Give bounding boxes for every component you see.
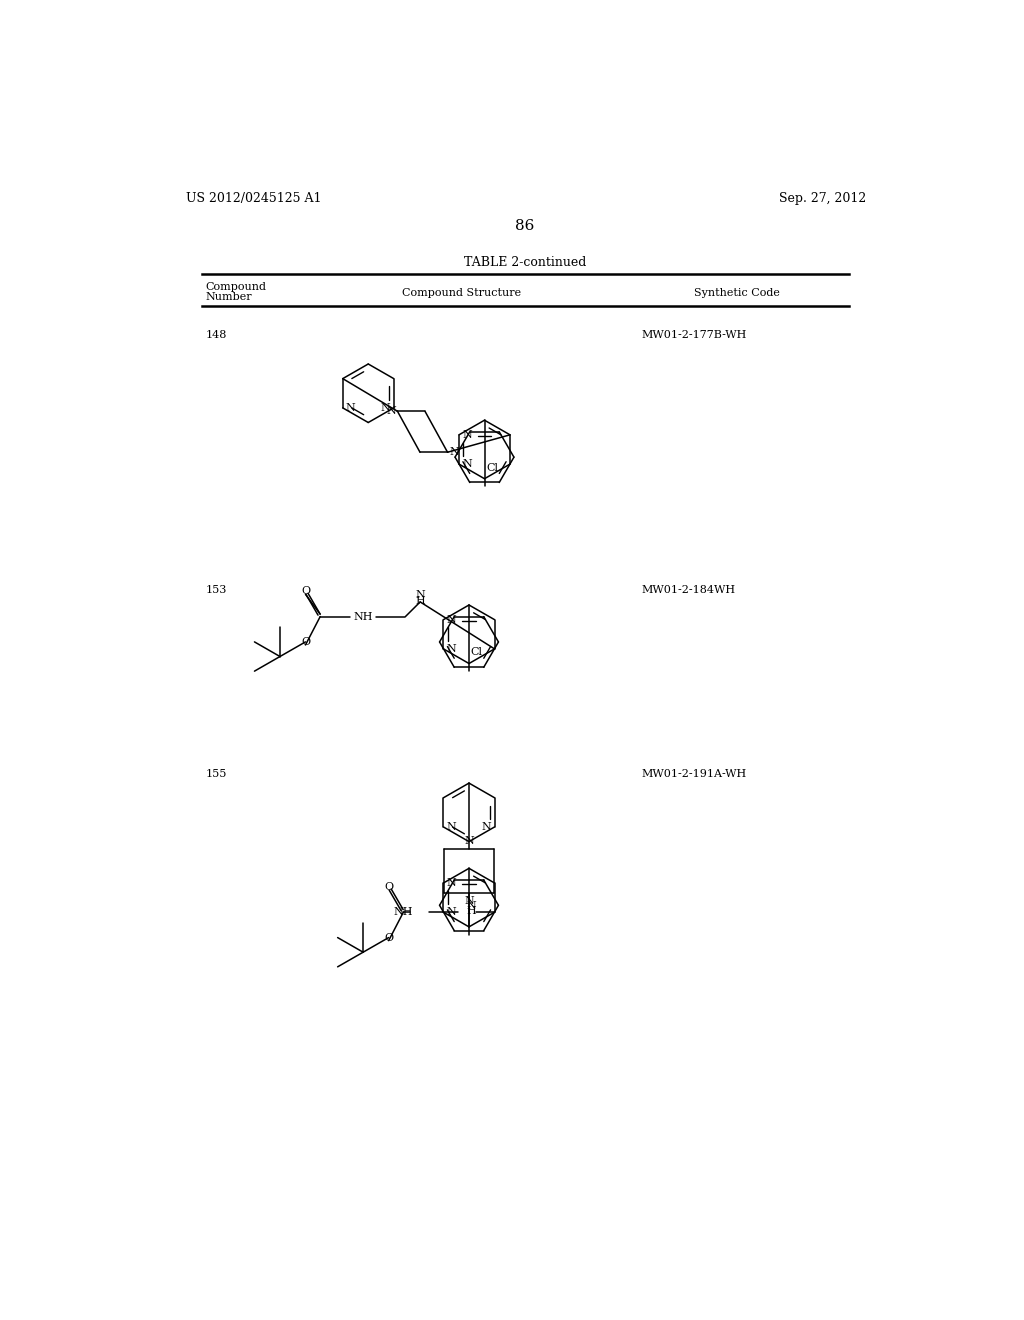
Text: O: O (384, 882, 393, 892)
Text: 153: 153 (206, 585, 227, 594)
Text: NH: NH (394, 907, 414, 917)
Text: US 2012/0245125 A1: US 2012/0245125 A1 (186, 191, 322, 205)
Text: N: N (464, 896, 474, 907)
Text: N: N (481, 822, 492, 832)
Text: MW01-2-184WH: MW01-2-184WH (642, 585, 736, 594)
Text: H: H (416, 595, 425, 606)
Text: N: N (381, 403, 390, 413)
Text: N: N (467, 900, 476, 911)
Text: O: O (384, 932, 393, 942)
Text: N: N (446, 878, 457, 888)
Text: Compound Structure: Compound Structure (401, 288, 521, 298)
Text: N: N (386, 407, 396, 416)
Text: N: N (462, 459, 472, 469)
Text: N: N (446, 615, 457, 624)
Text: O: O (301, 586, 310, 597)
Text: N: N (462, 430, 472, 440)
Text: 155: 155 (206, 770, 227, 779)
Text: MW01-2-191A-WH: MW01-2-191A-WH (642, 770, 748, 779)
Text: Compound: Compound (206, 282, 266, 292)
Text: N: N (464, 837, 474, 846)
Text: Synthetic Code: Synthetic Code (693, 288, 779, 298)
Text: N: N (446, 907, 457, 917)
Text: 86: 86 (515, 219, 535, 234)
Text: N: N (446, 822, 457, 832)
Text: 148: 148 (206, 330, 227, 341)
Text: H: H (467, 906, 476, 916)
Text: Number: Number (206, 292, 252, 302)
Text: Cl: Cl (471, 647, 482, 657)
Text: N: N (446, 644, 457, 653)
Text: Sep. 27, 2012: Sep. 27, 2012 (778, 191, 866, 205)
Text: Cl: Cl (486, 462, 498, 473)
Text: N: N (416, 590, 425, 601)
Text: NH: NH (353, 611, 373, 622)
Text: N: N (450, 447, 459, 457)
Text: N: N (346, 403, 355, 413)
Text: MW01-2-177B-WH: MW01-2-177B-WH (642, 330, 748, 341)
Text: TABLE 2-continued: TABLE 2-continued (464, 256, 586, 269)
Text: O: O (301, 636, 310, 647)
